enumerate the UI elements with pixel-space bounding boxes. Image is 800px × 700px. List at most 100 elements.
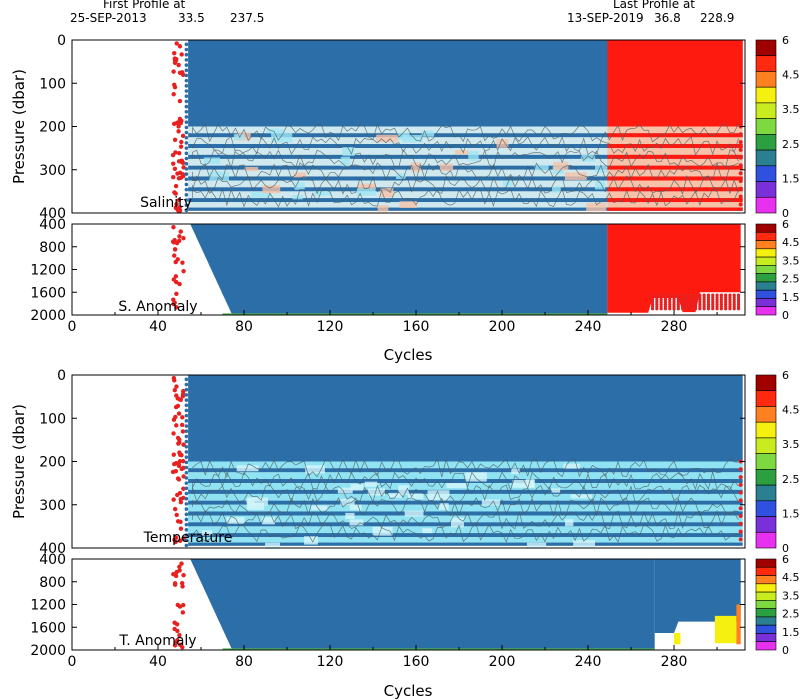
qc-flag-dot	[698, 304, 702, 309]
colorbar-salinity-label: 2.5	[782, 138, 800, 151]
qc-flag-dot	[681, 298, 685, 302]
qc-flag-dot	[175, 171, 180, 176]
profile-dot	[184, 434, 189, 439]
qc-flag-dot	[685, 293, 689, 297]
value-patch	[262, 185, 281, 194]
qc-flag-dot	[732, 300, 736, 304]
qc-flag-dot	[689, 304, 693, 309]
value-patch	[305, 465, 325, 474]
qc-flag-dot	[702, 298, 706, 302]
y-tick-label: 200	[39, 120, 66, 136]
qc-flag-dot	[655, 298, 659, 302]
flagged-band	[607, 148, 743, 155]
y-tick-label: 100	[39, 76, 66, 92]
qc-flag-dot	[650, 298, 655, 302]
value-patch	[570, 494, 592, 499]
colorbar-salinity-swatch	[755, 165, 777, 182]
profile-dot	[184, 187, 189, 192]
qc-flag-dot	[724, 307, 728, 311]
value-patch	[481, 499, 501, 506]
qc-flag-dot	[728, 302, 732, 306]
profile-dot	[184, 517, 189, 522]
flagged-band	[607, 191, 743, 199]
qc-flag-dot	[693, 295, 698, 299]
qc-flag-dot	[668, 307, 672, 311]
qc-flag-dot	[672, 295, 676, 299]
colorbar-salinity-swatch	[755, 196, 777, 214]
qc-flag-dot	[702, 302, 706, 306]
y-axis-label: Pressure (dbar)	[10, 69, 28, 184]
x-tick-label: 40	[149, 654, 167, 670]
colorbar-t-anomaly-swatch	[755, 558, 777, 568]
profile-dot	[184, 491, 189, 496]
profile-dot	[184, 167, 189, 171]
qc-flag-dot	[706, 300, 711, 304]
qc-flag-dot	[736, 298, 741, 302]
y-tick-label: 300	[39, 498, 66, 514]
qc-flag-dot	[172, 247, 178, 252]
sample-line	[188, 176, 743, 181]
colorbar-s-anomaly-swatch	[755, 231, 777, 241]
qc-flag-dot	[676, 304, 680, 309]
value-patch	[250, 192, 272, 198]
qc-flag-dot	[650, 300, 655, 304]
qc-flag-dot	[715, 307, 719, 311]
qc-flag-dot	[685, 298, 689, 302]
value-patch	[246, 502, 265, 510]
qc-flag-dot	[719, 307, 723, 311]
colorbar-s-anomaly-swatch	[755, 306, 777, 316]
qc-flag-dot	[178, 120, 183, 126]
qc-flag-dot	[174, 279, 179, 285]
qc-flag-dot	[180, 458, 186, 464]
value-patch	[357, 183, 376, 190]
qc-flag-dot	[173, 404, 179, 410]
qc-flag-dot	[663, 304, 668, 309]
value-patch	[304, 536, 318, 545]
qc-flag-dot	[728, 304, 732, 309]
qc-flag-dot	[676, 295, 680, 299]
value-patch	[496, 139, 509, 148]
last-profile-lon: 228.9	[700, 11, 735, 25]
qc-flag-dot	[681, 300, 685, 304]
value-patch	[446, 483, 466, 488]
colorbar-salinity-swatch	[755, 134, 777, 151]
profile-dot	[184, 502, 189, 506]
colorbar-temperature-label: 6	[782, 369, 789, 382]
qc-flag-dot	[178, 144, 184, 149]
qc-flag-dot	[672, 302, 676, 306]
sample-line	[188, 500, 743, 505]
y-tick-label: 2000	[30, 308, 66, 324]
qc-flag-dot	[179, 561, 184, 566]
qc-flag-dot	[702, 300, 706, 304]
sample-line	[188, 533, 743, 538]
qc-flag-dot	[177, 538, 183, 544]
qc-flag-dot	[706, 307, 711, 311]
value-band	[188, 158, 743, 166]
value-band	[188, 504, 743, 512]
value-patch	[526, 542, 547, 549]
qc-flag-dot	[177, 564, 182, 569]
colorbar-temperature-label: 3.5	[782, 438, 800, 451]
y-tick-label: 400	[39, 217, 66, 233]
qc-flag-dot	[738, 475, 743, 480]
value-patch	[342, 147, 355, 156]
value-patch	[314, 191, 332, 196]
qc-flag-dot	[172, 461, 177, 467]
flagged-region	[607, 224, 741, 313]
flagged-band	[607, 137, 743, 145]
qc-flag-dot	[724, 304, 728, 309]
profile-dot	[184, 84, 189, 88]
qc-flag-dot	[676, 298, 680, 302]
x-tick-label: 160	[403, 319, 430, 335]
qc-flag-dot	[174, 393, 179, 398]
first-profile-lat: 33.5	[178, 11, 205, 25]
qc-flag-dot	[171, 175, 176, 180]
colorbar-t-anomaly-label: 3.5	[782, 589, 800, 602]
qc-flag-dot	[706, 293, 711, 297]
value-patch	[271, 132, 293, 143]
colorbar-temperature-label: 1.5	[782, 507, 800, 520]
qc-flag-dot	[177, 281, 182, 287]
value-patch	[340, 156, 351, 167]
profile-dot	[184, 496, 189, 501]
value-patch	[247, 497, 268, 506]
